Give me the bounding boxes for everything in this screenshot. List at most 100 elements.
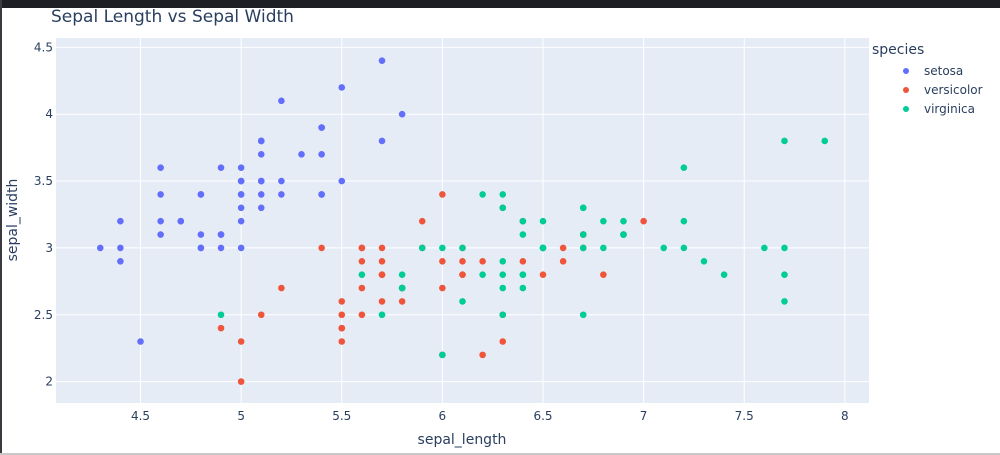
data-point-virginica <box>519 271 527 278</box>
data-point-setosa <box>157 164 164 171</box>
data-point-setosa <box>157 217 164 225</box>
data-point-setosa <box>96 244 104 252</box>
data-point-versicolor <box>398 298 406 305</box>
legend-label: virginica <box>924 101 975 116</box>
data-point-versicolor <box>338 324 346 332</box>
data-point-setosa <box>257 204 265 212</box>
data-point-setosa <box>197 231 205 238</box>
data-point-virginica <box>781 137 788 145</box>
data-point-virginica <box>539 217 547 225</box>
data-point-virginica <box>519 284 527 292</box>
data-point-setosa <box>318 191 325 198</box>
data-point-virginica <box>600 217 607 225</box>
data-point-virginica <box>821 137 829 145</box>
data-point-virginica <box>620 231 627 238</box>
data-point-setosa <box>197 191 205 198</box>
x-tick-label: 6 <box>439 409 447 423</box>
data-point-versicolor <box>217 324 225 332</box>
data-point-setosa <box>237 164 245 171</box>
data-point-virginica <box>499 271 507 278</box>
data-point-versicolor <box>439 191 446 198</box>
data-point-versicolor <box>600 271 607 278</box>
data-point-versicolor <box>378 271 386 278</box>
y-tick-label: 4 <box>45 107 53 121</box>
x-axis-ticks: 4.5 5 5.5 6 6.5 7 7.5 8 <box>131 409 849 423</box>
data-point-setosa <box>278 97 285 105</box>
x-tick-label: 8 <box>841 409 849 423</box>
x-tick-label: 7 <box>640 409 648 423</box>
data-point-virginica <box>439 244 446 252</box>
data-point-virginica <box>479 191 486 198</box>
data-point-setosa <box>237 244 245 252</box>
data-point-setosa <box>257 177 265 185</box>
x-tick-label: 6.5 <box>533 409 552 423</box>
data-point-virginica <box>781 244 788 252</box>
data-point-versicolor <box>358 311 366 319</box>
x-tick-label: 5 <box>237 409 245 423</box>
data-point-versicolor <box>459 271 466 278</box>
data-point-versicolor <box>519 257 527 265</box>
data-point-virginica <box>378 311 386 319</box>
data-point-versicolor <box>479 257 486 265</box>
legend-marker-icon <box>903 67 909 74</box>
data-point-virginica <box>459 244 466 252</box>
legend-marker-icon <box>903 86 909 93</box>
legend-item-setosa[interactable]: setosa <box>872 61 983 80</box>
data-point-setosa <box>217 231 225 238</box>
legend: species setosa versicolor virginica <box>872 42 983 118</box>
data-point-setosa <box>117 244 124 252</box>
data-point-versicolor <box>640 217 647 225</box>
data-point-virginica <box>358 271 366 278</box>
data-point-virginica <box>700 257 708 265</box>
legend-title: species <box>872 42 925 58</box>
y-axis-ticks: 2 2.5 3 3.5 4 4.5 <box>34 40 53 388</box>
chart-title: Sepal Length vs Sepal Width <box>51 7 294 27</box>
data-point-virginica <box>600 244 607 252</box>
data-point-virginica <box>479 271 486 278</box>
data-point-setosa <box>257 137 265 145</box>
data-point-virginica <box>781 271 788 278</box>
data-point-virginica <box>781 298 788 305</box>
data-point-setosa <box>197 244 205 252</box>
data-point-virginica <box>439 351 446 359</box>
data-point-setosa <box>177 217 185 225</box>
legend-item-virginica[interactable]: virginica <box>872 99 983 118</box>
data-point-virginica <box>579 204 587 212</box>
data-point-versicolor <box>459 257 466 265</box>
data-point-setosa <box>237 217 245 225</box>
data-point-virginica <box>579 244 587 252</box>
data-point-setosa <box>137 338 144 345</box>
data-point-setosa <box>278 191 285 198</box>
data-point-versicolor <box>378 244 386 252</box>
data-point-setosa <box>378 137 386 145</box>
y-tick-label: 2.5 <box>34 308 53 322</box>
data-point-versicolor <box>237 338 245 345</box>
data-point-setosa <box>117 257 124 265</box>
data-point-virginica <box>398 271 406 278</box>
data-point-versicolor <box>237 378 245 385</box>
data-point-setosa <box>257 151 265 158</box>
data-point-versicolor <box>378 257 386 265</box>
data-point-virginica <box>579 311 587 319</box>
data-point-virginica <box>761 244 768 252</box>
data-point-setosa <box>237 204 245 212</box>
plot-area[interactable] <box>56 38 869 403</box>
data-point-virginica <box>499 311 507 319</box>
data-point-setosa <box>278 177 285 185</box>
data-point-setosa <box>157 191 164 198</box>
data-point-versicolor <box>358 257 366 265</box>
data-point-virginica <box>398 284 406 292</box>
data-point-virginica <box>620 217 627 225</box>
data-point-versicolor <box>378 298 386 305</box>
data-point-virginica <box>217 311 225 319</box>
y-axis-title: sepal_width <box>5 179 21 262</box>
x-axis-title: sepal_length <box>418 432 507 448</box>
data-point-versicolor <box>539 271 547 278</box>
data-point-versicolor <box>338 298 346 305</box>
data-point-setosa <box>117 217 124 225</box>
data-point-setosa <box>217 244 225 252</box>
data-point-versicolor <box>418 217 426 225</box>
data-point-setosa <box>237 191 245 198</box>
legend-item-versicolor[interactable]: versicolor <box>872 80 983 99</box>
